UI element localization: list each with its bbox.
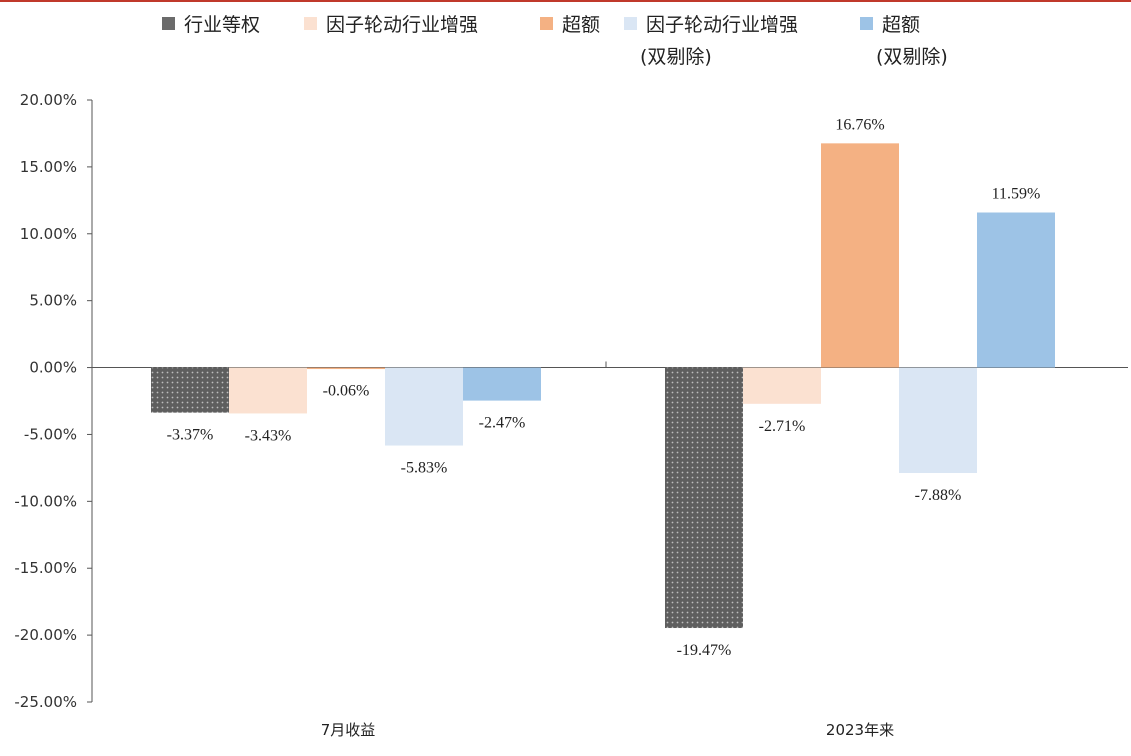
legend-swatch <box>162 17 175 30</box>
data-label: -5.83% <box>401 460 448 477</box>
bar <box>899 367 977 473</box>
bar <box>229 367 307 414</box>
legend-swatch <box>860 17 873 30</box>
data-label: -3.43% <box>245 427 292 444</box>
legend-label: 超额 <box>562 14 600 36</box>
bar <box>151 367 229 413</box>
data-label: 11.59% <box>992 186 1041 203</box>
data-label: -3.37% <box>167 427 214 444</box>
legend-label: 超额 <box>882 14 920 36</box>
bar <box>463 367 541 401</box>
bar <box>821 143 899 368</box>
bar <box>665 367 743 629</box>
x-category-label: 7月收益 <box>321 721 376 739</box>
x-category-label: 2023年来 <box>826 721 894 739</box>
legend-label: 因子轮动行业增强 <box>646 14 798 36</box>
legend-label-line2: (双剔除) <box>640 46 712 68</box>
data-label: -19.47% <box>677 642 732 659</box>
y-tick-label: -20.00% <box>14 626 77 644</box>
bars <box>151 143 1055 629</box>
legend-label-line2: (双剔除) <box>876 46 948 68</box>
y-tick-label: -25.00% <box>14 693 77 711</box>
y-tick-label: 10.00% <box>20 225 77 243</box>
bar <box>977 212 1055 368</box>
legend: 行业等权 因子轮动行业增强 超额 因子轮动行业增强 (双剔除) 超额 (双剔除) <box>162 14 948 68</box>
data-label: -2.47% <box>479 415 526 432</box>
bar <box>743 367 821 404</box>
y-tick-label: -15.00% <box>14 559 77 577</box>
y-tick-label: 0.00% <box>29 359 77 377</box>
y-tick-label: -10.00% <box>14 492 77 510</box>
data-labels: -3.37% -19.47% -3.43% -2.71% -0.06% 16.76% -5.… <box>167 116 1041 659</box>
legend-swatch <box>304 17 317 30</box>
legend-label: 因子轮动行业增强 <box>326 14 478 36</box>
bar <box>385 367 463 446</box>
y-tick-label: 20.00% <box>20 91 77 109</box>
data-label: 16.76% <box>835 116 884 133</box>
data-label: -7.88% <box>915 487 962 504</box>
bar <box>307 367 385 370</box>
data-label: -0.06% <box>323 382 370 399</box>
axes: 20.00% 15.00% 10.00% 5.00% 0.00% -5.00% -10.00… <box>14 91 1128 739</box>
data-label: -2.71% <box>759 418 806 435</box>
y-tick-label: -5.00% <box>24 425 77 443</box>
legend-swatch <box>624 17 637 30</box>
y-tick-label: 5.00% <box>29 292 77 310</box>
legend-swatch <box>540 17 553 30</box>
top-border-line <box>0 0 1131 2</box>
y-tick-label: 15.00% <box>20 158 77 176</box>
legend-label: 行业等权 <box>184 14 260 36</box>
